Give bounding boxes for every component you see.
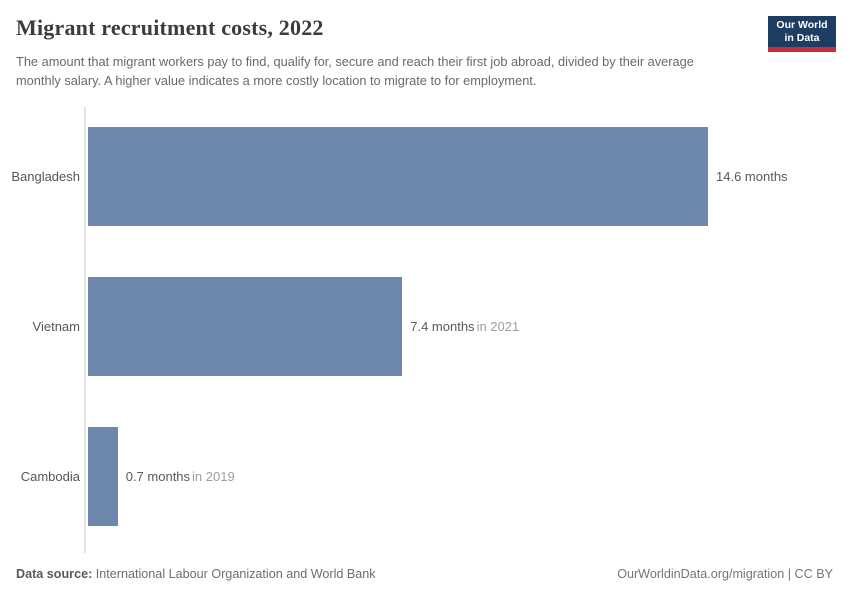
data-source-text: International Labour Organization and Wo… bbox=[92, 567, 376, 581]
value-label: 7.4 months in 2021 bbox=[410, 319, 519, 334]
year-note: in 2021 bbox=[476, 319, 520, 334]
data-source-label: Data source: bbox=[16, 567, 93, 581]
bar-vietnam[interactable] bbox=[88, 277, 403, 376]
value-label: 14.6 months bbox=[716, 169, 788, 184]
value-text: 7.4 months bbox=[410, 319, 475, 334]
plot-area: Bangladesh 14.6 months Vietnam 7.4 months in… bbox=[0, 127, 850, 526]
category-label: Cambodia bbox=[20, 469, 80, 484]
category-label: Bangladesh bbox=[11, 169, 80, 184]
bar-bangladesh[interactable] bbox=[88, 127, 708, 226]
bar-row: Bangladesh 14.6 months bbox=[0, 127, 850, 226]
category-label: Vietnam bbox=[32, 319, 80, 334]
value-text: 14.6 months bbox=[716, 169, 788, 184]
bar-row: Vietnam 7.4 months in 2021 bbox=[0, 277, 850, 376]
value-label: 0.7 months in 2019 bbox=[126, 469, 235, 484]
y-axis-line bbox=[84, 107, 86, 553]
owid-logo-red-bar bbox=[768, 47, 836, 53]
chart-footer: Data source: International Labour Organi… bbox=[16, 567, 833, 581]
year-note: in 2019 bbox=[192, 469, 235, 484]
data-source: Data source: International Labour Organi… bbox=[16, 567, 376, 581]
bar-row: Cambodia 0.7 months in 2019 bbox=[0, 427, 850, 526]
bar-cambodia[interactable] bbox=[88, 427, 118, 526]
owid-credit-link[interactable]: OurWorldinData.org/migration | CC BY bbox=[617, 567, 833, 581]
page-title: Migrant recruitment costs, 2022 bbox=[16, 15, 324, 40]
owid-logo[interactable]: Our World in Data bbox=[768, 16, 836, 53]
chart-subtitle: The amount that migrant workers pay to f… bbox=[16, 54, 694, 88]
value-text: 0.7 months bbox=[125, 469, 191, 484]
owid-logo-text: Our World in Data bbox=[768, 16, 836, 48]
